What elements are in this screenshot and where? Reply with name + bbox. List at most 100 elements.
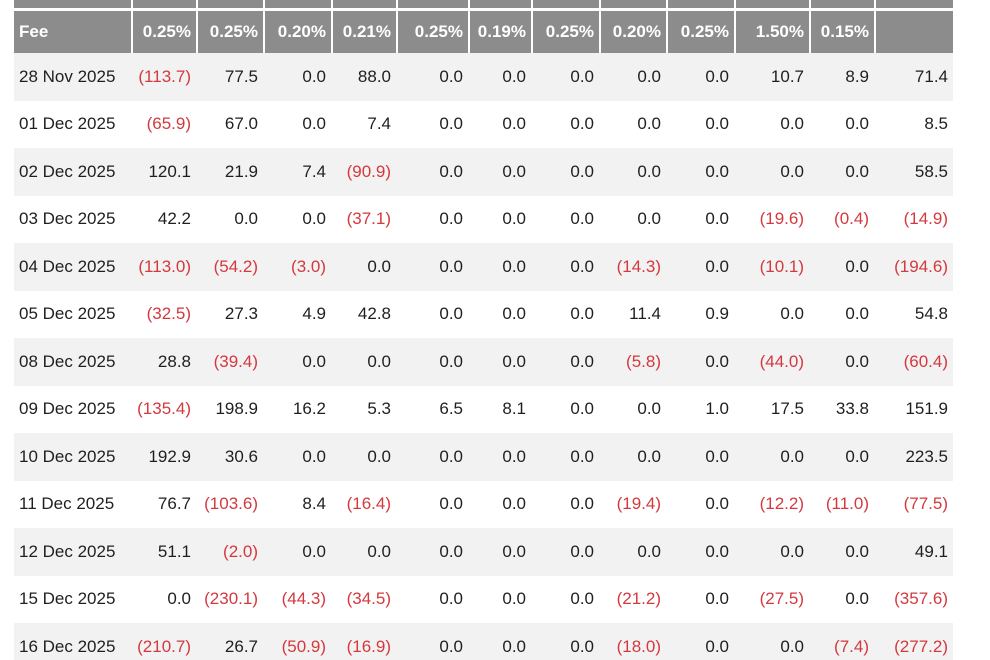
table-row: 04 Dec 2025 (113.0) (54.2) (3.0) 0.0 0.0 0.0 0.… — [14, 243, 953, 291]
value-cell: 42.2 — [157, 209, 191, 229]
value-cell: (19.6) — [759, 209, 804, 229]
value-cell: 0.0 — [705, 636, 729, 656]
value-cell: 0.0 — [570, 66, 594, 86]
value-cell: 223.5 — [905, 446, 948, 466]
value-cell: (194.6) — [894, 256, 948, 276]
value-cell: 198.9 — [215, 399, 258, 419]
value-cell: 0.0 — [302, 209, 326, 229]
fee-rate-column-header — [874, 11, 953, 53]
value-cell: 58.5 — [914, 161, 948, 181]
clipped-row-cell — [809, 0, 874, 8]
value-cell: 0.0 — [705, 494, 729, 514]
value-cell: 0.0 — [637, 541, 661, 561]
value-cell: 42.8 — [357, 304, 391, 324]
value-cell: 0.0 — [439, 66, 463, 86]
value-cell: 0.0 — [845, 589, 869, 609]
value-cell: 0.0 — [439, 209, 463, 229]
value-cell: (21.2) — [616, 589, 661, 609]
fee-rate-column-header: 0.25% — [131, 11, 196, 53]
value-cell: 8.9 — [845, 66, 869, 86]
value-cell: 0.0 — [367, 541, 391, 561]
value-cell: 0.0 — [439, 494, 463, 514]
value-cell: 51.1 — [157, 541, 191, 561]
value-cell: 1.0 — [705, 399, 729, 419]
date-cell: 01 Dec 2025 — [19, 114, 116, 134]
value-cell: 27.3 — [224, 304, 258, 324]
value-cell: 0.0 — [570, 161, 594, 181]
value-cell: (90.9) — [346, 161, 391, 181]
value-cell: 0.0 — [637, 161, 661, 181]
value-cell: (12.2) — [759, 494, 804, 514]
value-cell: 0.0 — [780, 541, 804, 561]
clipped-row-cell — [396, 0, 468, 8]
value-cell: (54.2) — [213, 256, 258, 276]
value-cell: (3.0) — [291, 256, 326, 276]
value-cell: 151.9 — [905, 399, 948, 419]
value-cell: (60.4) — [903, 351, 948, 371]
value-cell: 77.5 — [224, 66, 258, 86]
value-cell: 11.4 — [629, 304, 661, 324]
value-cell: (44.0) — [759, 351, 804, 371]
value-cell: (14.3) — [616, 256, 661, 276]
value-cell: (113.7) — [138, 66, 191, 86]
value-cell: 0.0 — [367, 256, 391, 276]
clipped-row-cell — [531, 0, 599, 8]
value-cell: (357.6) — [894, 589, 948, 609]
value-cell: 0.0 — [705, 446, 729, 466]
value-cell: (11.0) — [825, 494, 869, 514]
value-cell: (44.3) — [281, 589, 326, 609]
value-cell: (277.2) — [894, 636, 948, 656]
value-cell: 0.0 — [302, 446, 326, 466]
date-cell: 12 Dec 2025 — [19, 541, 116, 561]
value-cell: 0.0 — [570, 589, 594, 609]
table-row: 10 Dec 2025 192.9 30.6 0.0 0.0 0.0 0.0 0.0 0.0 0.… — [14, 433, 953, 481]
value-cell: 0.0 — [637, 66, 661, 86]
value-cell: (65.9) — [146, 114, 191, 134]
value-cell: 0.0 — [502, 161, 526, 181]
table-row: 16 Dec 2025 (210.7) 26.7 (50.9) (16.9) 0.0 0.0… — [14, 623, 953, 660]
value-cell: 0.0 — [302, 114, 326, 134]
value-cell: 0.0 — [302, 66, 326, 86]
value-cell: 0.0 — [780, 114, 804, 134]
date-cell: 10 Dec 2025 — [19, 446, 116, 466]
value-cell: 8.1 — [502, 399, 526, 419]
table-row: 05 Dec 2025 (32.5) 27.3 4.9 42.8 0.0 0.0 0.0 11.… — [14, 290, 953, 338]
value-cell: 0.0 — [637, 114, 661, 134]
fee-table-body: 28 Nov 2025 (113.7) 77.5 0.0 88.0 0.0 0.0 0.0 0.… — [14, 53, 953, 660]
value-cell: 7.4 — [367, 114, 391, 134]
value-cell: 0.0 — [570, 494, 594, 514]
date-cell: 28 Nov 2025 — [19, 66, 116, 86]
table-row: 15 Dec 2025 0.0 (230.1) (44.3) (34.5) 0.0 0.0 0… — [14, 575, 953, 623]
value-cell: 0.0 — [845, 161, 869, 181]
value-cell: 0.0 — [705, 589, 729, 609]
date-cell: 04 Dec 2025 — [19, 256, 116, 276]
value-cell: 26.7 — [224, 636, 258, 656]
value-cell: 0.0 — [302, 351, 326, 371]
value-cell: 0.0 — [234, 209, 258, 229]
value-cell: (2.0) — [223, 541, 258, 561]
value-cell: 0.0 — [845, 446, 869, 466]
fee-column-header: Fee — [14, 11, 131, 53]
date-cell: 02 Dec 2025 — [19, 161, 116, 181]
value-cell: (7.4) — [834, 636, 869, 656]
value-cell: 120.1 — [148, 161, 191, 181]
value-cell: 0.0 — [302, 541, 326, 561]
value-cell: 0.0 — [570, 304, 594, 324]
value-cell: 0.0 — [570, 351, 594, 371]
value-cell: 0.0 — [570, 399, 594, 419]
value-cell: 0.0 — [637, 446, 661, 466]
value-cell: 5.3 — [367, 399, 391, 419]
value-cell: 0.0 — [502, 114, 526, 134]
clipped-row-cell — [666, 0, 734, 8]
value-cell: 16.2 — [292, 399, 326, 419]
clipped-row-cell — [734, 0, 809, 8]
clipped-row-above-header — [14, 0, 953, 8]
value-cell: 0.0 — [502, 66, 526, 86]
value-cell: 0.0 — [502, 209, 526, 229]
value-cell: 6.5 — [439, 399, 463, 419]
fee-table: Fee 0.25% 0.25% 0.20% 0.21% 0.25% 0.19% 0.25% 0.… — [14, 0, 953, 660]
value-cell: 0.0 — [439, 446, 463, 466]
clipped-row-cell — [263, 0, 331, 8]
date-cell: 15 Dec 2025 — [19, 589, 116, 609]
